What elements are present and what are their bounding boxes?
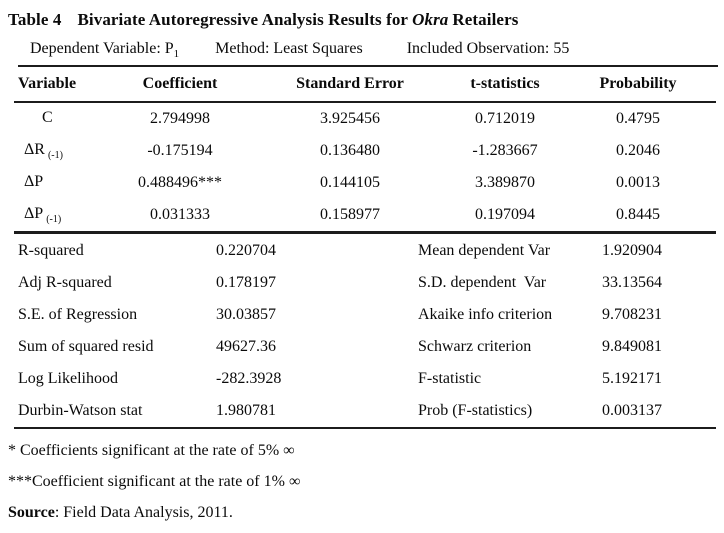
stat-value: 33.13564 <box>602 274 662 292</box>
source-label: Source <box>8 504 55 522</box>
t-statistic-cell: 0.712019 <box>475 110 535 128</box>
stat-label: R-squared <box>18 242 84 260</box>
standard-error-cell: 0.144105 <box>320 174 380 192</box>
variable-cell: ΔR (-1) <box>14 135 110 167</box>
variable-cell: ΔP (-1) <box>14 199 110 235</box>
t-statistic-cell: 0.197094 <box>450 199 560 235</box>
col-header-coefficient: Coefficient <box>110 67 250 104</box>
stats-row: Adj R-squared 0.178197 S.D. dependent Va… <box>14 267 716 299</box>
standard-error-cell: 3.925456 <box>320 110 380 128</box>
stat-label: Mean dependent Var <box>418 242 551 260</box>
stat-label: Log Likelihood <box>18 370 118 388</box>
t-statistic-cell: -1.283667 <box>472 142 538 160</box>
stats-row: R-squared 0.220704 Mean dependent Var 1.… <box>14 235 716 267</box>
coefficient-table: Variable Coefficient Standard Error t-st… <box>14 67 716 235</box>
stat-value: 0.003137 <box>602 395 716 430</box>
coefficient-cell: 0.488496*** <box>138 174 222 192</box>
col-header-t-statistics: t-statistics <box>450 67 560 104</box>
probability-cell: 0.8445 <box>560 199 716 235</box>
coef-header-row: Variable Coefficient Standard Error t-st… <box>14 67 716 104</box>
stat-value: 0.178197 <box>216 274 276 292</box>
stat-value: 5.192171 <box>602 370 662 388</box>
stat-value: 49627.36 <box>216 338 276 356</box>
col-header-variable: Variable <box>14 67 110 104</box>
table-row: ΔR (-1) -0.175194 0.136480 -1.283667 0.20… <box>14 135 716 167</box>
coefficient-cell: 2.794998 <box>150 110 210 128</box>
table-row: ΔP 0.488496*** 0.144105 3.389870 0.0013 <box>14 167 716 199</box>
stat-label: Adj R-squared <box>18 274 112 292</box>
variable-name: C <box>42 109 53 127</box>
stat-value: 0.220704 <box>216 242 276 260</box>
variable-name: ΔP <box>24 205 44 223</box>
table-title-italic-word: Okra <box>412 10 449 29</box>
stat-label: S.E. of Regression <box>18 306 138 324</box>
summary-statistics-table: R-squared 0.220704 Mean dependent Var 1.… <box>14 235 716 430</box>
probability-cell: 0.4795 <box>616 110 660 128</box>
stats-row: Durbin-Watson stat 1.980781 Prob (F-stat… <box>14 395 716 430</box>
stat-label: Prob (F-statistics) <box>406 395 602 430</box>
table-row: C 2.794998 3.925456 0.712019 0.4795 <box>14 102 716 135</box>
table-title: Table 4 Bivariate Autoregressive Analysis… <box>8 10 724 30</box>
table-number: Table 4 <box>8 10 62 29</box>
source-text: : Field Data Analysis, 2011. <box>54 504 233 522</box>
t-statistic-cell: 3.389870 <box>475 174 535 192</box>
stat-label: S.D. dependent Var <box>418 274 547 292</box>
probability-cell: 0.2046 <box>616 142 660 160</box>
probability-cell: 0.0013 <box>616 174 660 192</box>
stat-label: F-statistic <box>418 370 482 388</box>
dependent-variable-label: Dependent Variable: P1 <box>30 40 180 61</box>
included-observation-label: Included Observation: 55 <box>406 40 570 57</box>
stat-value: 9.849081 <box>602 338 662 356</box>
standard-error-cell: 0.158977 <box>250 199 450 235</box>
variable-lag-subscript: (-1) <box>46 214 62 226</box>
stat-value: 1.920904 <box>602 242 662 260</box>
col-header-probability: Probability <box>560 67 716 104</box>
method-label: Method: Least Squares <box>215 40 363 57</box>
variable-cell: C <box>14 102 110 135</box>
footnote-5-percent: * Coefficients significant at the rate o… <box>8 442 295 460</box>
stat-label: Akaike info criterion <box>418 306 553 324</box>
stats-row: Log Likelihood -282.3928 F-statistic 5.1… <box>14 363 716 395</box>
coefficient-cell: 0.031333 <box>110 199 250 235</box>
table-footnotes: * Coefficients significant at the rate o… <box>8 441 724 523</box>
footnote-1-percent: ***Coefficient significant at the rate o… <box>8 473 301 491</box>
table-title-text: Bivariate Autoregressive Analysis Result… <box>77 10 409 29</box>
dependent-variable-subscript: 1 <box>173 48 180 61</box>
stat-value: 30.03857 <box>216 306 276 324</box>
stat-value: 9.708231 <box>602 306 662 324</box>
variable-name: ΔR <box>24 141 45 159</box>
stat-label: Durbin-Watson stat <box>14 395 210 430</box>
variable-name: ΔP <box>24 173 44 191</box>
stat-value: 1.980781 <box>210 395 406 430</box>
stat-value: -282.3928 <box>216 370 282 388</box>
variable-lag-subscript: (-1) <box>47 150 63 162</box>
stats-row: S.E. of Regression 30.03857 Akaike info … <box>14 299 716 331</box>
col-header-standard-error: Standard Error <box>250 67 450 104</box>
stat-label: Sum of squared resid <box>18 338 154 356</box>
stat-label: Schwarz criterion <box>418 338 532 356</box>
variable-cell: ΔP <box>14 167 110 199</box>
stats-row: Sum of squared resid 49627.36 Schwarz cr… <box>14 331 716 363</box>
standard-error-cell: 0.136480 <box>320 142 380 160</box>
table-row: ΔP (-1) 0.031333 0.158977 0.197094 0.8445 <box>14 199 716 235</box>
dependent-variable-text: Dependent Variable: P <box>30 40 174 57</box>
coefficient-cell: -0.175194 <box>147 142 213 160</box>
model-meta-row: Dependent Variable: P1 Method: Least Squ… <box>18 40 718 68</box>
table-title-suffix: Retailers <box>452 10 519 29</box>
source-line: Source: Field Data Analysis, 2011. <box>8 503 724 523</box>
